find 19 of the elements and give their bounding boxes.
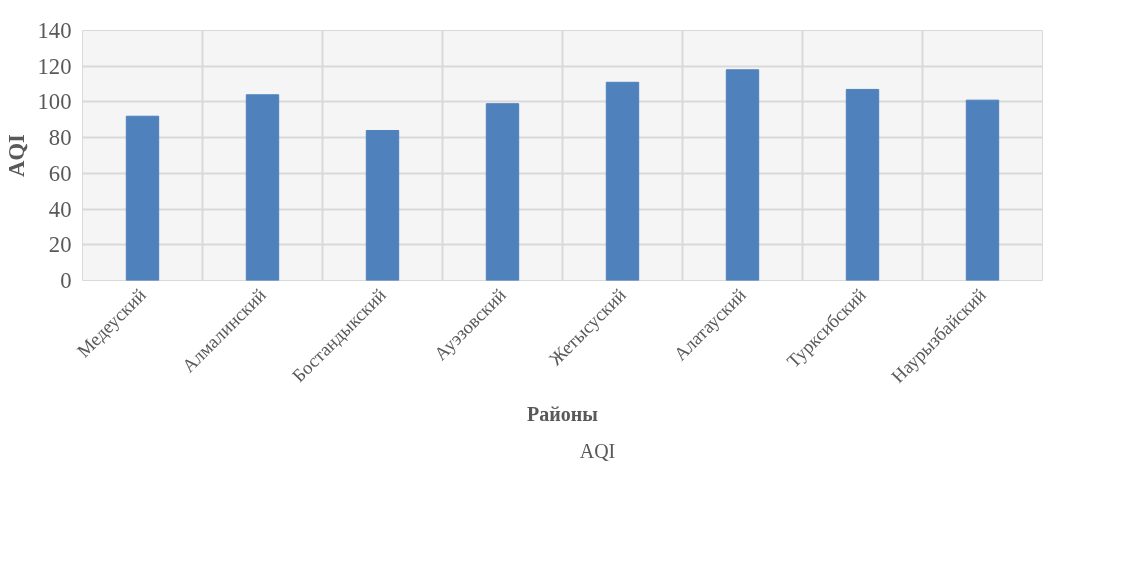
y-tick-label: 120 [37, 53, 72, 79]
y-tick-label: 20 [48, 232, 72, 258]
y-tick-label: 80 [48, 125, 72, 151]
bar [605, 81, 640, 281]
bar [845, 88, 880, 281]
x-axis-title: Районы [527, 403, 599, 426]
bar [485, 103, 520, 281]
y-tick-label: 100 [37, 89, 72, 115]
y-tick-label: 140 [37, 18, 72, 43]
y-tick-label: 0 [60, 268, 72, 293]
bar [725, 69, 760, 281]
bar [125, 115, 160, 281]
text: AQI [579, 439, 616, 462]
bar [365, 130, 400, 281]
y-tick-label: 60 [48, 160, 72, 186]
bar [965, 99, 1000, 281]
y-tick-label: 40 [48, 196, 72, 222]
bar [245, 94, 280, 281]
y-axis-title: AQI [3, 133, 29, 177]
